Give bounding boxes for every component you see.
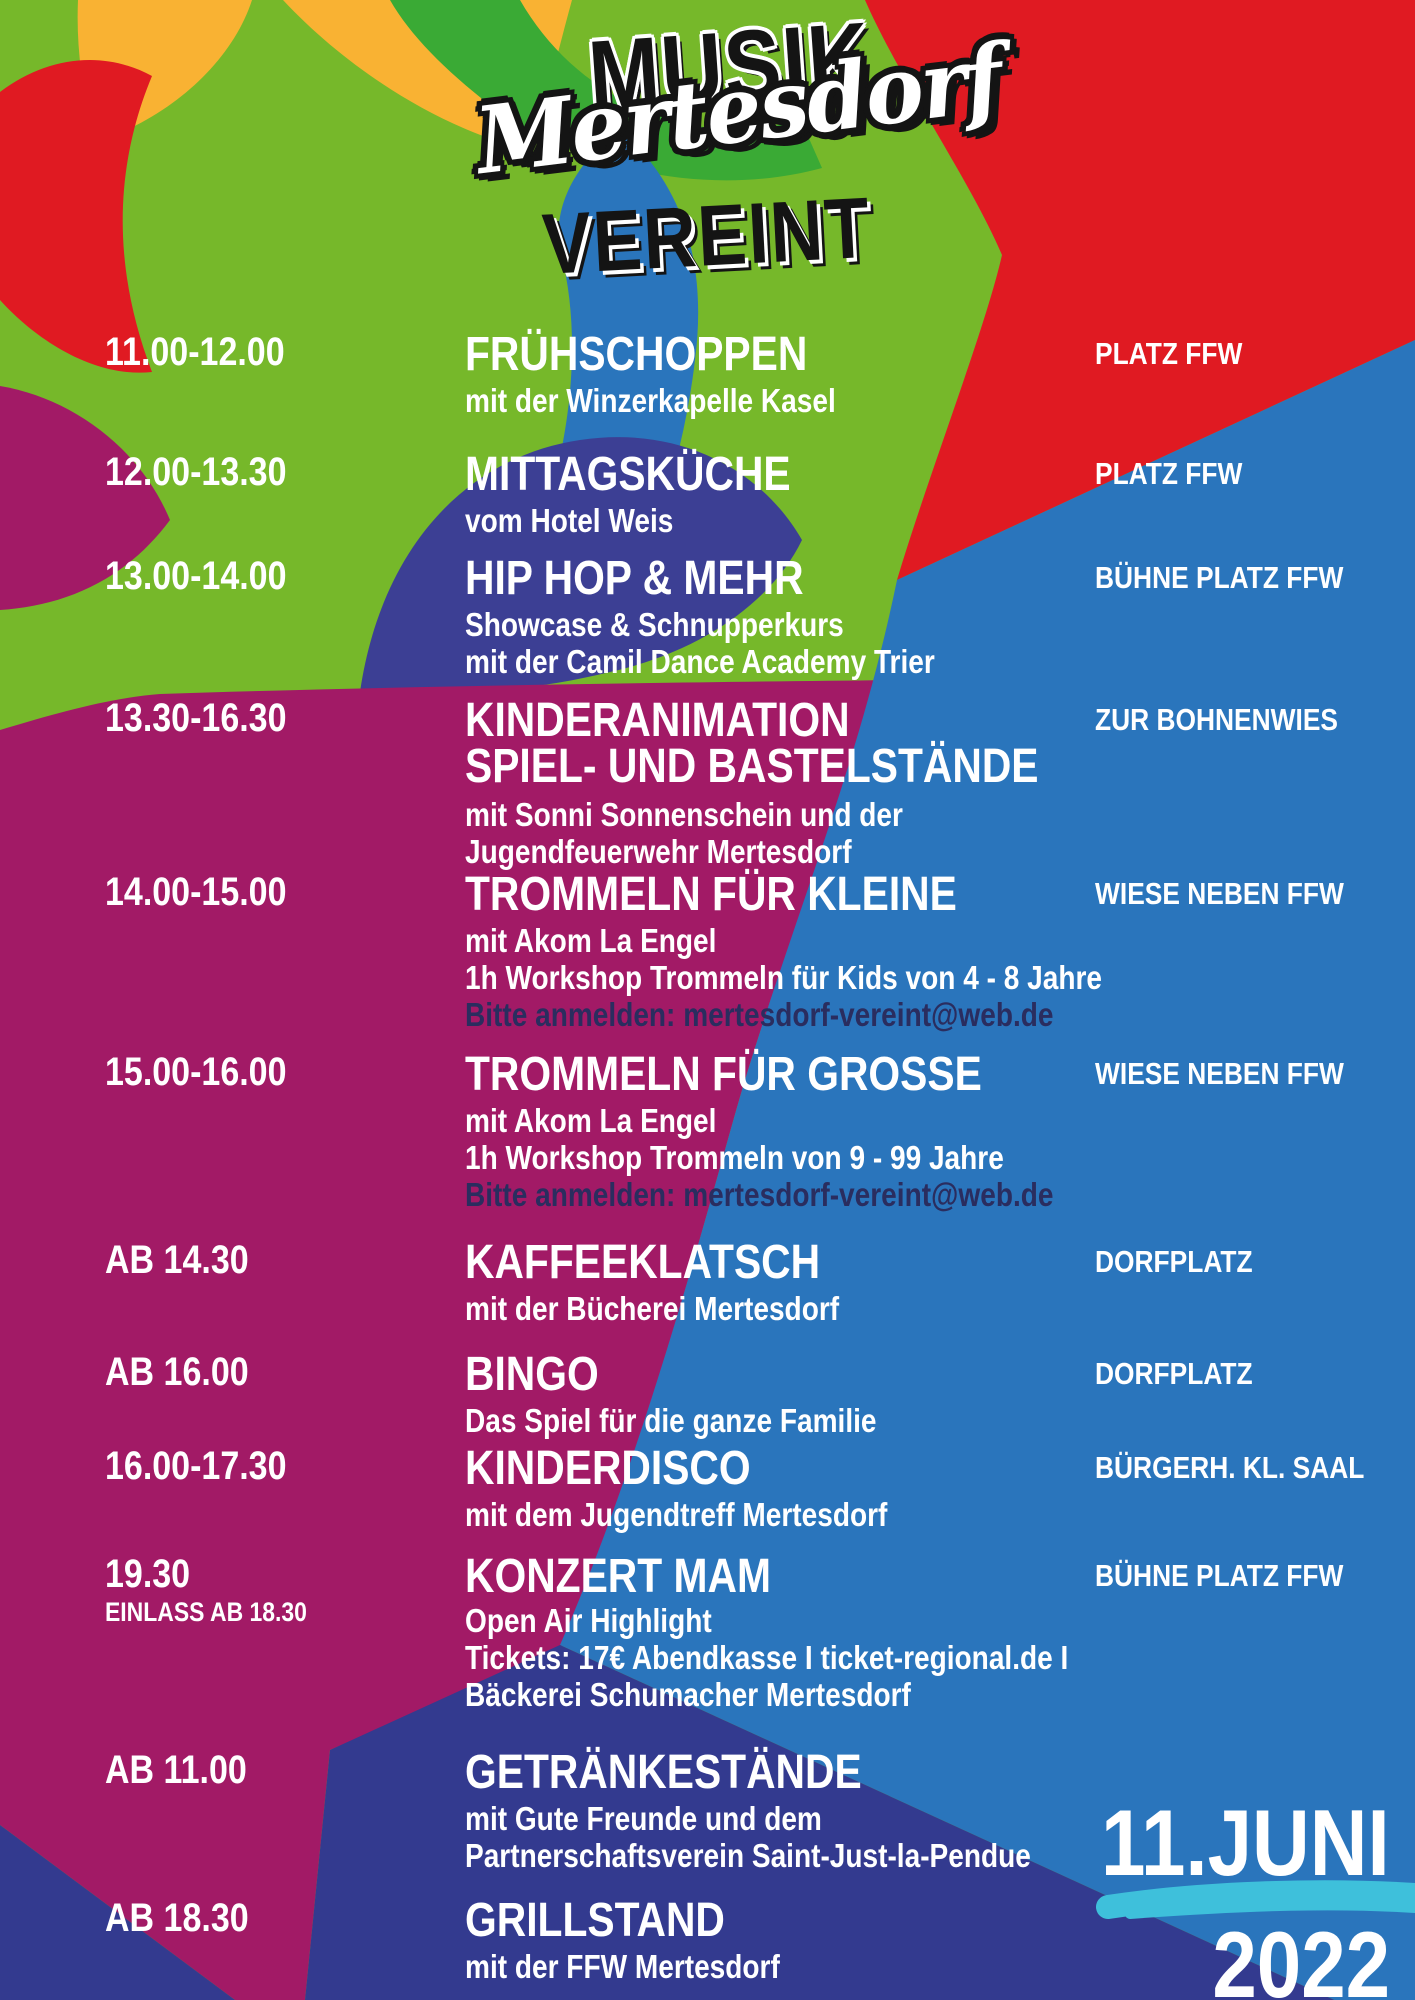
date-underline-stroke-2 — [1125, 1900, 1415, 1919]
event-desc: Showcase & Schnupperkurs — [465, 606, 844, 643]
event-desc: mit der FFW Mertesdorf — [465, 1948, 780, 1985]
event-desc: Partnerschaftsverein Saint-Just-la-Pendu… — [465, 1837, 1031, 1874]
event-time: 12.00-13.30 — [105, 450, 287, 494]
event-title: BINGO — [465, 1348, 599, 1401]
event-location: PLATZ FFW — [1095, 336, 1243, 371]
indigo-arm-shape — [360, 437, 802, 695]
red-wing-shape — [0, 60, 152, 373]
event-title: HIP HOP & MEHR — [465, 552, 804, 605]
event-desc: Das Spiel für die ganze Familie — [465, 1402, 877, 1439]
blue-field-shape — [560, 340, 1415, 2000]
event-time: AB 14.30 — [105, 1238, 249, 1282]
event-desc: mit dem Jugendtreff Mertesdorf — [465, 1496, 888, 1533]
event-title: TROMMELN FÜR GROSSE — [465, 1048, 982, 1101]
event-signup-note: Bitte anmelden: mertesdorf-vereint@web.d… — [465, 996, 1054, 1033]
event-desc: Bäckerei Schumacher Mertesdorf — [465, 1676, 911, 1713]
red-field-shape — [865, 0, 1415, 580]
event-title: KINDERANIMATION — [465, 694, 850, 747]
event-time: AB 16.00 — [105, 1350, 249, 1394]
event-desc: Jugendfeuerwehr Mertesdorf — [465, 833, 852, 870]
event-desc: mit der Bücherei Mertesdorf — [465, 1290, 840, 1327]
event-location: WIESE NEBEN FFW — [1095, 876, 1344, 911]
event-desc: mit Gute Freunde und dem — [465, 1800, 822, 1837]
event-time: 13.00-14.00 — [105, 554, 287, 598]
event-desc: mit Akom La Engel — [465, 1102, 717, 1139]
event-desc: vom Hotel Weis — [465, 502, 674, 539]
event-title: KINDERDISCO — [465, 1442, 751, 1495]
event-location: WIESE NEBEN FFW — [1095, 1056, 1344, 1091]
event-time: 14.00-15.00 — [105, 870, 287, 914]
event-location: BÜRGERH. KL. SAAL — [1095, 1450, 1365, 1485]
event-time: 15.00-16.00 — [105, 1050, 287, 1094]
event-desc: mit Akom La Engel — [465, 922, 717, 959]
event-time: AB 18.30 — [105, 1896, 249, 1940]
event-signup-note: Bitte anmelden: mertesdorf-vereint@web.d… — [465, 1176, 1054, 1213]
event-date-year: 2022 — [1212, 1912, 1390, 2000]
event-title: KAFFEEKLATSCH — [465, 1236, 821, 1289]
event-title: TROMMELN FÜR KLEINE — [465, 868, 957, 921]
event-title: MITTAGSKÜCHE — [465, 448, 791, 501]
event-title: FRÜHSCHOPPEN — [465, 328, 808, 381]
navy-corner-shape — [0, 1825, 235, 2000]
event-location: BÜHNE PLATZ FFW — [1095, 560, 1344, 595]
event-desc: mit der Winzerkapelle Kasel — [465, 382, 836, 419]
event-time: 19.30 — [105, 1552, 191, 1596]
event-desc: mit Sonni Sonnenschein und der — [465, 796, 903, 833]
event-time: AB 11.00 — [105, 1748, 247, 1792]
navy-field-shape — [305, 1645, 1335, 2000]
event-title: GETRÄNKESTÄNDE — [465, 1746, 862, 1799]
event-title-line2: SPIEL- UND BASTELSTÄNDE — [465, 740, 1039, 793]
event-desc: mit der Camil Dance Academy Trier — [465, 643, 935, 680]
dark-green-band-shape — [390, 0, 822, 181]
event-title: KONZERT MAM — [465, 1550, 771, 1603]
event-time: 11.00-12.00 — [105, 330, 285, 374]
event-location: DORFPLATZ — [1095, 1244, 1253, 1279]
event-desc: 1h Workshop Trommeln für Kids von 4 - 8 … — [465, 959, 1102, 996]
magenta-wing-shape — [0, 386, 170, 610]
date-underline-stroke — [1096, 1880, 1415, 1919]
event-time-note: EINLASS AB 18.30 — [105, 1597, 307, 1627]
event-desc: Open Air Highlight — [465, 1602, 712, 1639]
event-time: 16.00-17.30 — [105, 1444, 287, 1488]
event-location: DORFPLATZ — [1095, 1356, 1253, 1391]
event-location: BÜHNE PLATZ FFW — [1095, 1558, 1344, 1593]
event-location: ZUR BOHNENWIES — [1095, 702, 1339, 737]
event-desc: 1h Workshop Trommeln von 9 - 99 Jahre — [465, 1139, 1004, 1176]
event-desc: Tickets: 17€ Abendkasse I ticket-regiona… — [465, 1639, 1069, 1676]
event-time: 13.30-16.30 — [105, 696, 287, 740]
event-date-day: 11.JUNI — [1101, 1790, 1390, 1895]
magenta-field-shape — [0, 680, 900, 2000]
event-title: GRILLSTAND — [465, 1894, 725, 1947]
event-location: PLATZ FFW — [1095, 456, 1243, 491]
logo-word-vereint: VEREINT — [540, 179, 874, 293]
